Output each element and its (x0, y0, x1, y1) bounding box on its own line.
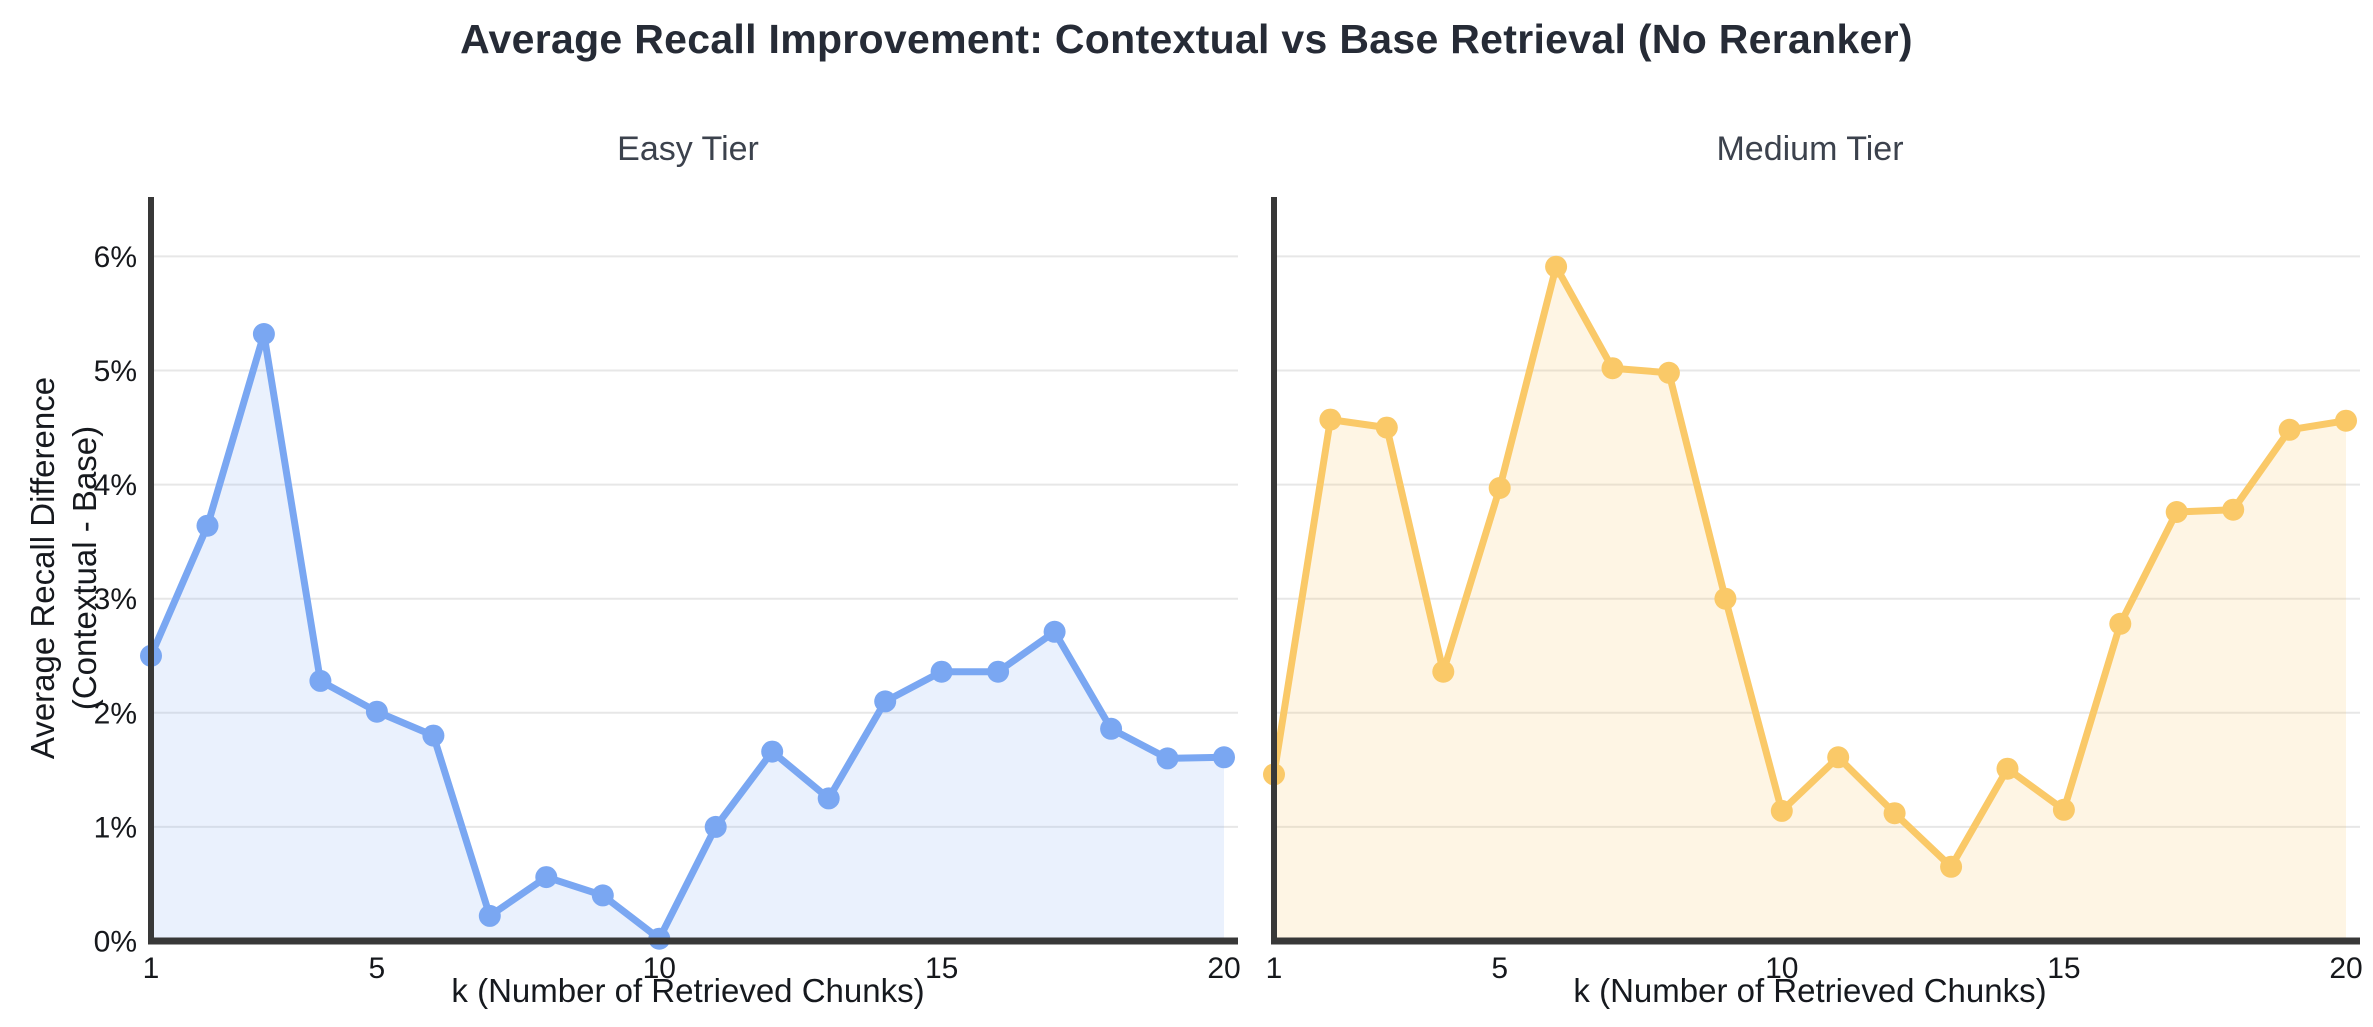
x-tick-label: 20 (2329, 952, 2362, 985)
x-tick-label: 5 (1491, 952, 1508, 985)
data-point (1100, 717, 1123, 740)
x-tick-label: 1 (143, 952, 160, 985)
trend-line (1270, 263, 2350, 871)
y-tick-label: 3% (94, 583, 137, 616)
data-point (1375, 416, 1398, 439)
data-point (704, 815, 727, 838)
data-point (1770, 799, 1793, 822)
x-tick-label: 1 (1266, 952, 1283, 985)
data-point (1657, 361, 1680, 384)
data-point (1601, 357, 1624, 380)
y-tick-label: 5% (94, 355, 137, 388)
data-point (1996, 757, 2019, 780)
data-point (1545, 255, 1568, 278)
data-point (2222, 498, 2245, 521)
x-tick-label: 10 (1765, 952, 1798, 985)
data-point (1940, 855, 1963, 878)
data-point (252, 323, 275, 345)
data-point (1156, 747, 1179, 770)
data-point (2278, 418, 2301, 441)
data-point (196, 514, 219, 537)
data-point (2109, 612, 2132, 635)
y-tick-label: 1% (94, 811, 137, 844)
data-point (2052, 798, 2075, 821)
data-point (930, 660, 953, 683)
data-point (422, 724, 445, 747)
data-point (761, 740, 784, 763)
data-point (987, 660, 1010, 683)
data-point (365, 700, 388, 723)
data-point (478, 904, 501, 927)
data-point (591, 884, 614, 907)
data-point (1883, 802, 1906, 825)
page-title: Average Recall Improvement: Contextual v… (460, 16, 1913, 62)
y-tick-label: 0% (94, 926, 137, 959)
data-point (1488, 477, 1511, 499)
y-tick-label: 4% (94, 469, 137, 502)
data-point (2165, 501, 2188, 523)
y-tick-label: 2% (94, 697, 137, 730)
data-point (2335, 409, 2357, 432)
data-point (817, 787, 840, 810)
x-axis-label-easy: k (Number of Retrieved Chunks) (451, 972, 925, 1009)
data-point (1213, 746, 1235, 769)
data-point (1043, 620, 1066, 643)
area-fill (151, 334, 1224, 941)
x-tick-label: 15 (925, 952, 958, 985)
y-tick-label: 6% (94, 241, 137, 274)
area-fill (1274, 266, 2346, 941)
x-tick-label: 15 (2047, 952, 2080, 985)
data-point (535, 866, 558, 889)
x-tick-label: 10 (643, 952, 676, 985)
data-point (1432, 660, 1455, 683)
data-point (1714, 587, 1737, 610)
subplot-title-medium: Medium Tier (1716, 130, 1904, 168)
x-tick-label: 5 (369, 952, 386, 985)
data-point (309, 669, 332, 692)
x-tick-label: 20 (1207, 952, 1240, 985)
subplot-title-easy: Easy Tier (617, 130, 759, 168)
data-point (1319, 408, 1342, 431)
x-axis-label-medium: k (Number of Retrieved Chunks) (1573, 972, 2047, 1009)
data-point (1827, 746, 1850, 769)
data-point (874, 690, 897, 713)
